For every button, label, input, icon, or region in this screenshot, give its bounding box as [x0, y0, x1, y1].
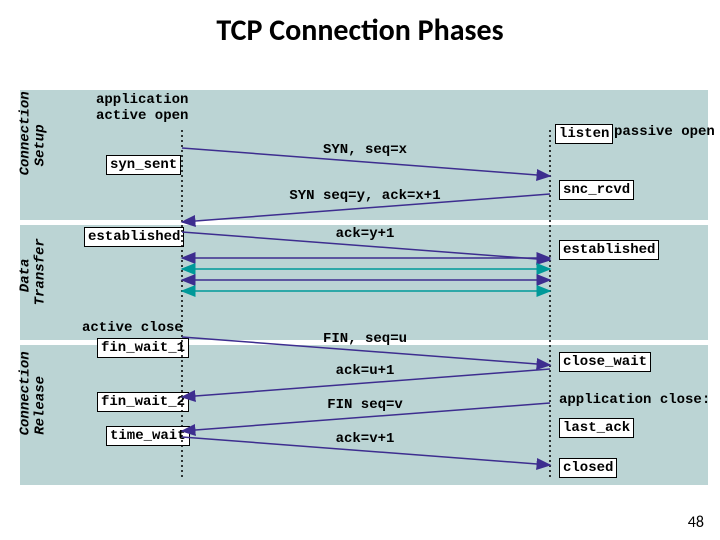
- band-release-label: ConnectionRelease: [19, 375, 50, 435]
- state-established-right: established: [559, 240, 659, 260]
- state-fin-wait-1: fin_wait_1: [97, 338, 189, 358]
- msg-0: SYN, seq=x: [250, 142, 480, 158]
- label-active-open: applicationactive open: [96, 92, 188, 124]
- page-number: 48: [688, 513, 704, 532]
- state-close-wait: close_wait: [559, 352, 651, 372]
- msg-1: SYN seq=y, ack=x+1: [230, 188, 500, 204]
- label-passive-open: passive open: [614, 124, 715, 140]
- band-transfer-label: DataTransfer: [19, 245, 50, 305]
- state-closed: closed: [559, 458, 617, 478]
- state-fin-wait-2: fin_wait_2: [97, 392, 189, 412]
- state-listen: listen: [555, 124, 613, 144]
- band-setup-label: ConnectionSetup: [19, 115, 50, 175]
- state-snc-rcvd: snc_rcvd: [559, 180, 634, 200]
- msg-6: ack=v+1: [250, 431, 480, 447]
- label-active-close: active close: [82, 320, 183, 336]
- msg-2: ack=y+1: [250, 226, 480, 242]
- state-last-ack: last_ack: [559, 418, 634, 438]
- state-time-wait: time_wait: [106, 426, 190, 446]
- msg-5: FIN seq=v: [250, 397, 480, 413]
- slide-title: TCP Connection Phases: [0, 12, 720, 49]
- msg-4: ack=u+1: [250, 363, 480, 379]
- msg-3: FIN, seq=u: [250, 331, 480, 347]
- state-syn-sent: syn_sent: [106, 155, 181, 175]
- label-application-close: application close:: [559, 392, 710, 408]
- state-established-left: established: [84, 227, 184, 247]
